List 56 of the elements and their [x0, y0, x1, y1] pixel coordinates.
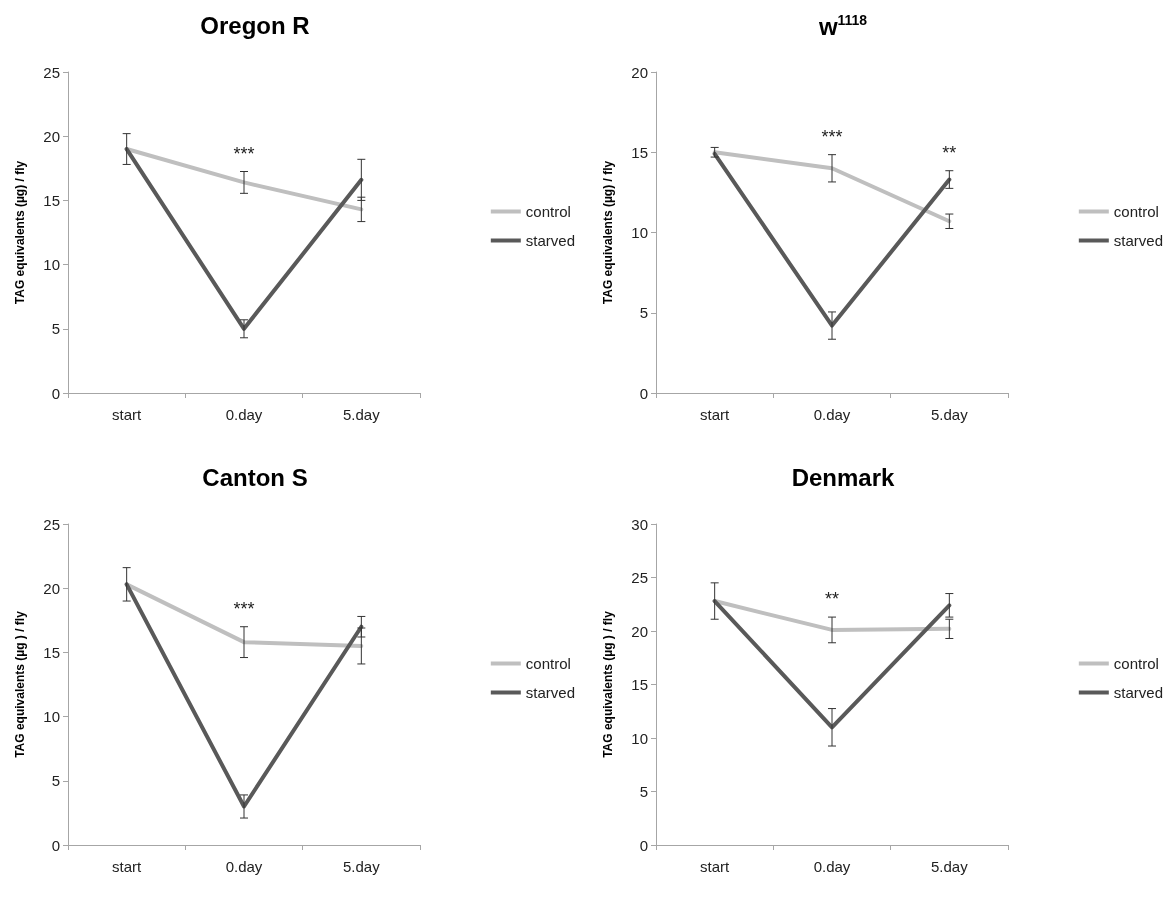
- y-axis-title: TAG equivalents (µg) / fly: [601, 160, 615, 305]
- x-tick-label: 5.day: [342, 858, 381, 875]
- y-tick-label: 20: [43, 127, 60, 145]
- x-tick-label: 0.day: [813, 858, 851, 875]
- legend-label: starved: [525, 684, 576, 701]
- x-tick-label: 0.day: [813, 406, 851, 423]
- y-tick-label: 15: [43, 643, 60, 661]
- annotation: ***: [233, 598, 255, 619]
- x-tick-label: start: [700, 858, 731, 875]
- y-tick-label: 15: [631, 676, 648, 693]
- y-tick-label: 0: [639, 384, 648, 402]
- y-tick-label: 10: [631, 729, 648, 747]
- chart-title: Canton S: [202, 463, 308, 491]
- legend-label: control: [1113, 203, 1159, 220]
- y-tick-label: 0: [639, 836, 648, 854]
- x-tick-label: 0.day: [225, 858, 263, 875]
- y-tick-label: 10: [631, 224, 648, 241]
- x-tick-label: 5.day: [930, 858, 969, 875]
- legend-label: control: [525, 655, 571, 672]
- y-tick-label: 10: [43, 256, 60, 274]
- y-tick-label: 5: [639, 783, 648, 800]
- chart-title: Oregon R: [200, 11, 310, 39]
- x-tick-label: start: [112, 406, 143, 423]
- chart-title: Denmark: [791, 463, 896, 491]
- legend-label: starved: [525, 232, 576, 249]
- y-tick-label: 15: [631, 143, 648, 161]
- annotation: ***: [233, 143, 255, 164]
- x-tick-label: 5.day: [930, 406, 969, 423]
- legend-label: starved: [1113, 232, 1164, 249]
- legend-label: control: [1113, 655, 1159, 672]
- x-tick-label: 5.day: [342, 406, 381, 423]
- annotation: **: [942, 142, 957, 163]
- y-tick-label: 25: [43, 63, 60, 81]
- y-tick-label: 15: [43, 191, 60, 209]
- y-tick-label: 25: [631, 569, 648, 586]
- y-tick-label: 20: [631, 622, 648, 640]
- y-tick-label: 5: [51, 772, 60, 790]
- y-tick-label: 30: [631, 515, 648, 533]
- y-tick-label: 20: [631, 63, 648, 81]
- y-axis-title: TAG equivalents (µg) / fly: [13, 160, 27, 305]
- y-tick-label: 5: [51, 320, 60, 338]
- y-tick-label: 10: [43, 708, 60, 726]
- y-tick-label: 25: [43, 515, 60, 533]
- y-tick-label: 5: [639, 304, 648, 322]
- annotation: **: [824, 589, 840, 610]
- annotation: ***: [821, 126, 843, 147]
- y-tick-label: 0: [51, 384, 60, 402]
- legend-label: control: [525, 203, 571, 220]
- y-tick-label: 0: [51, 836, 60, 854]
- legend-label: starved: [1113, 684, 1164, 701]
- x-tick-label: start: [112, 858, 143, 875]
- y-axis-title: TAG equivalents (µg ) / fly: [601, 610, 615, 758]
- x-tick-label: 0.day: [225, 406, 263, 423]
- y-axis-title: TAG equivalents (µg ) / fly: [13, 610, 27, 758]
- x-tick-label: start: [700, 406, 731, 423]
- y-tick-label: 20: [43, 579, 60, 597]
